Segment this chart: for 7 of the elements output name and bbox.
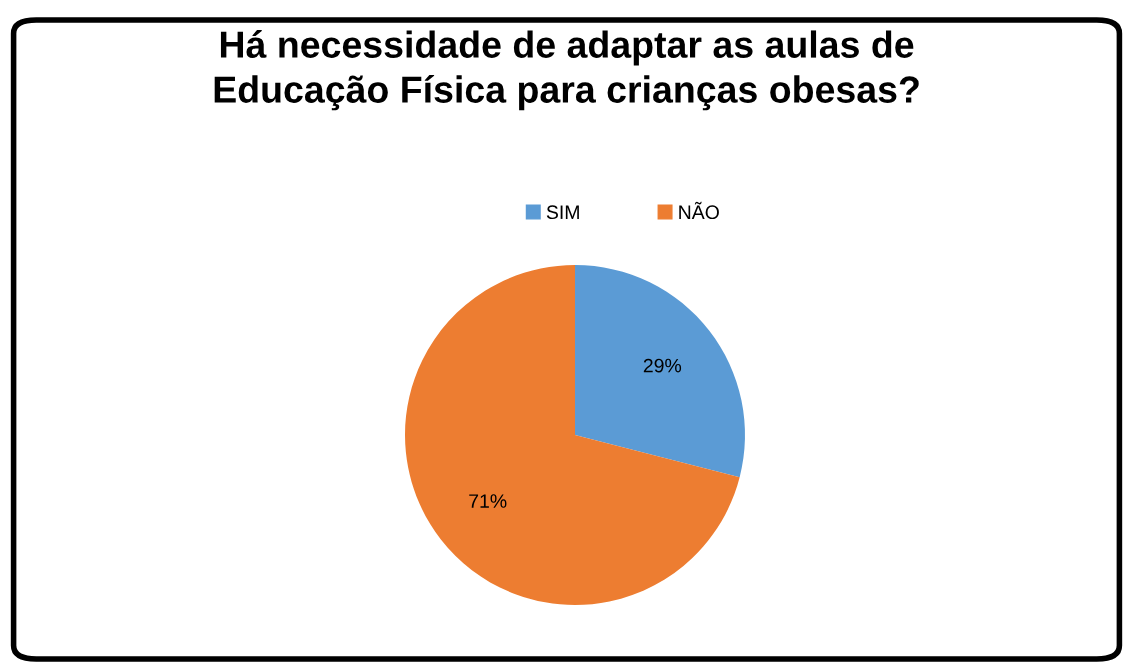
chart-title: Há necessidade de adaptar as aulas de Educação Física para crianças obesas?: [214, 30, 919, 111]
legend-label: NÃO: [679, 201, 719, 220]
data-label: 71%: [469, 494, 507, 508]
pie-slice: [405, 265, 740, 605]
data-label: 29%: [643, 358, 682, 373]
pie-slice: [575, 265, 745, 478]
legend-label: SIM: [546, 205, 579, 220]
